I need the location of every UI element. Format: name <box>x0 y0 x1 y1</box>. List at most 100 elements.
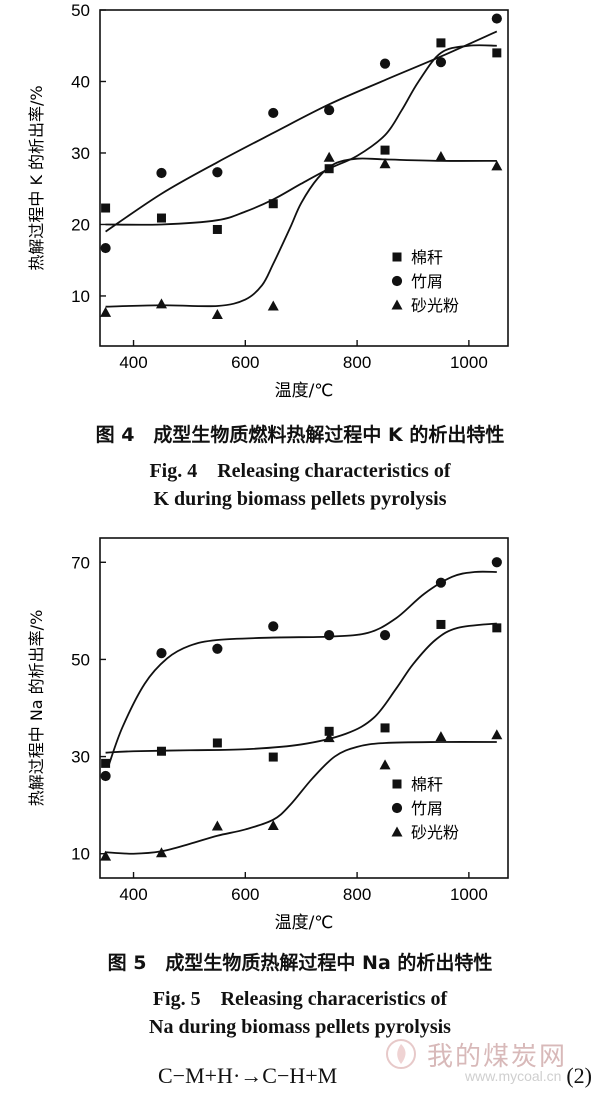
na-chart-series-triangle-point <box>155 847 167 858</box>
k-chart-y-tick-label: 50 <box>71 1 90 20</box>
na-chart-series-triangle-legend-marker <box>391 826 403 837</box>
na-chart-series-square-point <box>268 752 278 762</box>
k-chart-series-square-point <box>380 145 390 155</box>
flame-logo-icon <box>386 1039 416 1069</box>
k-chart-series-triangle-point <box>379 158 391 169</box>
k-chart-series-square-legend-marker <box>392 252 402 262</box>
na-chart-series-triangle-legend-label: 砂光粉 <box>411 823 459 842</box>
k-chart-y-tick-label: 10 <box>71 287 90 306</box>
k-chart-series-square-point <box>492 48 502 58</box>
na-chart-series-triangle-point <box>100 850 112 861</box>
k-chart-series-square-point <box>212 224 222 234</box>
na-chart-series-square-point <box>436 619 446 629</box>
figure-5-caption-en-line1: Fig. 5 Releasing characeristics of <box>152 988 448 1010</box>
figure-5-caption-cn: 图 5 成型生物质热解过程中 Na 的析出特性 <box>107 952 493 974</box>
na-chart-series-square-point <box>212 738 222 748</box>
k-chart-series-circle-point <box>268 107 279 119</box>
figure-4-plot: 400 600 800 1000 10 20 30 40 50 温度/℃ 热解过程中 K 的析出率/… <box>27 1 509 401</box>
k-chart-series-triangle-point <box>491 160 503 171</box>
watermark: 我的煤炭网 www.mycoal.cn <box>385 1036 600 1086</box>
k-chart-series-triangle-fit-line <box>105 157 497 308</box>
k-chart-series-triangle-point <box>435 151 447 162</box>
figure-4-caption-en-line1: Fig. 4 Releasing characteristics of <box>149 460 451 482</box>
k-chart-series-circle-legend-marker <box>391 275 403 287</box>
k-chart-series-circle-point <box>324 104 335 116</box>
k-chart-series-triangle-legend-marker <box>391 299 403 310</box>
na-chart-series-circle-point <box>324 630 335 641</box>
k-chart-series-circle-point <box>435 57 447 68</box>
k-chart-plot-frame <box>99 9 509 347</box>
na-chart-series-circle-point <box>379 630 391 641</box>
na-chart-series-square-point <box>101 758 111 768</box>
na-chart-x-tick-label: 800 <box>343 885 371 904</box>
na-chart-series-triangle-point <box>267 820 279 831</box>
na-chart-series-square-legend-marker <box>392 779 402 789</box>
k-chart-series-square-legend-label: 棉秆 <box>411 248 443 267</box>
figure-5-caption-en-line2: Na during biomass pellets pyrolysis <box>149 1016 451 1038</box>
k-chart-x-tick-label: 800 <box>343 353 371 372</box>
k-chart-series-triangle-point <box>100 306 112 317</box>
na-chart-series-circle-legend-label: 竹屑 <box>411 799 443 818</box>
k-chart-series-square-point <box>324 164 334 174</box>
na-chart-series-circle-point <box>268 621 279 632</box>
equation: C−M+H·→C−H+M (2) <box>0 1063 600 1093</box>
na-chart-y-tick-label: 10 <box>71 845 90 864</box>
figure-5-chart: 400 600 800 1000 10 30 50 70 温度/℃ 热解过程中 Na 的析出率/%… <box>0 520 600 940</box>
na-chart-series-square-legend-label: 棉秆 <box>411 775 443 794</box>
na-chart-y-tick-label: 70 <box>71 553 90 572</box>
watermark-text: 我的煤炭网 <box>427 1042 568 1072</box>
k-chart-series-circle-point <box>212 167 223 178</box>
k-chart-series-circle-point <box>100 242 111 254</box>
k-chart-series-circle-point <box>156 167 167 179</box>
na-chart-series-square-fit-line <box>105 622 497 754</box>
k-chart-y-tick-label: 30 <box>71 144 90 163</box>
na-chart-x-tick-label: 400 <box>119 885 147 904</box>
k-chart-series-triangle-point <box>323 151 335 162</box>
na-chart-series-square-point <box>492 623 502 633</box>
k-chart-series-circle-point <box>379 58 391 69</box>
k-chart-series-square-point <box>101 203 111 213</box>
k-chart-series-square-point <box>156 213 166 223</box>
k-chart-series-square-fit-line <box>105 44 497 226</box>
k-chart-series-square-point <box>436 38 446 48</box>
na-chart-y-tick-label: 50 <box>71 650 90 669</box>
figure-4-caption-en-line2: K during biomass pellets pyrolysis <box>153 488 447 510</box>
na-chart-series-square-point <box>156 746 166 756</box>
na-chart-x-tick-label: 600 <box>231 885 259 904</box>
na-chart-series-triangle-point <box>491 729 503 740</box>
figure-5-plot: 400 600 800 1000 10 30 50 70 温度/℃ 热解过程中 Na 的析出率/%… <box>27 537 509 933</box>
na-chart-series-triangle-point <box>323 732 335 743</box>
k-chart-series-triangle-point <box>267 300 279 311</box>
figure-4-chart: 400 600 800 1000 10 20 30 40 50 温度/℃ 热解过程中 K 的析出率/… <box>0 0 600 410</box>
na-chart-series-square-point <box>380 723 390 733</box>
na-chart-x-tick-label: 1000 <box>450 885 488 904</box>
na-chart-x-axis-label: 温度/℃ <box>275 913 334 933</box>
k-chart-y-tick-label: 20 <box>71 215 90 234</box>
na-chart-plot-frame <box>99 537 509 879</box>
k-chart-x-axis-label: 温度/℃ <box>275 381 334 401</box>
figure-4-caption-cn: 图 4 成型生物质燃料热解过程中 K 的析出特性 <box>95 424 505 446</box>
k-chart-y-tick-label: 40 <box>71 72 90 91</box>
k-chart-series-circle-point <box>491 13 502 24</box>
k-chart-x-tick-label: 600 <box>231 353 259 372</box>
k-chart-x-tick-label: 400 <box>119 353 147 372</box>
k-chart-series-triangle-legend-label: 砂光粉 <box>411 296 459 315</box>
na-chart-series-square-point <box>324 726 334 736</box>
k-chart-series-circle-fit-line <box>105 30 498 233</box>
na-chart-series-circle-point <box>212 643 223 654</box>
na-chart-y-axis-label: 热解过程中 Na 的析出率/% <box>27 610 46 807</box>
na-chart-series-triangle-point <box>379 759 391 770</box>
na-chart-series-triangle-point <box>435 731 447 742</box>
na-chart-series-circle-point <box>491 557 502 568</box>
na-chart-series-circle-point <box>435 577 447 588</box>
equation-text: C−M+H·→C−H+M <box>158 1063 338 1088</box>
k-chart-x-tick-label: 1000 <box>450 353 488 372</box>
k-chart-series-square-point <box>268 199 278 209</box>
k-chart-series-triangle-point <box>155 298 167 309</box>
na-chart-y-tick-label: 30 <box>71 748 90 767</box>
na-chart-series-circle-point <box>100 770 111 782</box>
k-chart-y-axis-label: 热解过程中 K 的析出率/% <box>27 85 46 270</box>
equation-number: (2) <box>566 1063 592 1088</box>
k-chart-series-triangle-point <box>211 309 223 320</box>
na-chart-series-triangle-point <box>211 820 223 831</box>
